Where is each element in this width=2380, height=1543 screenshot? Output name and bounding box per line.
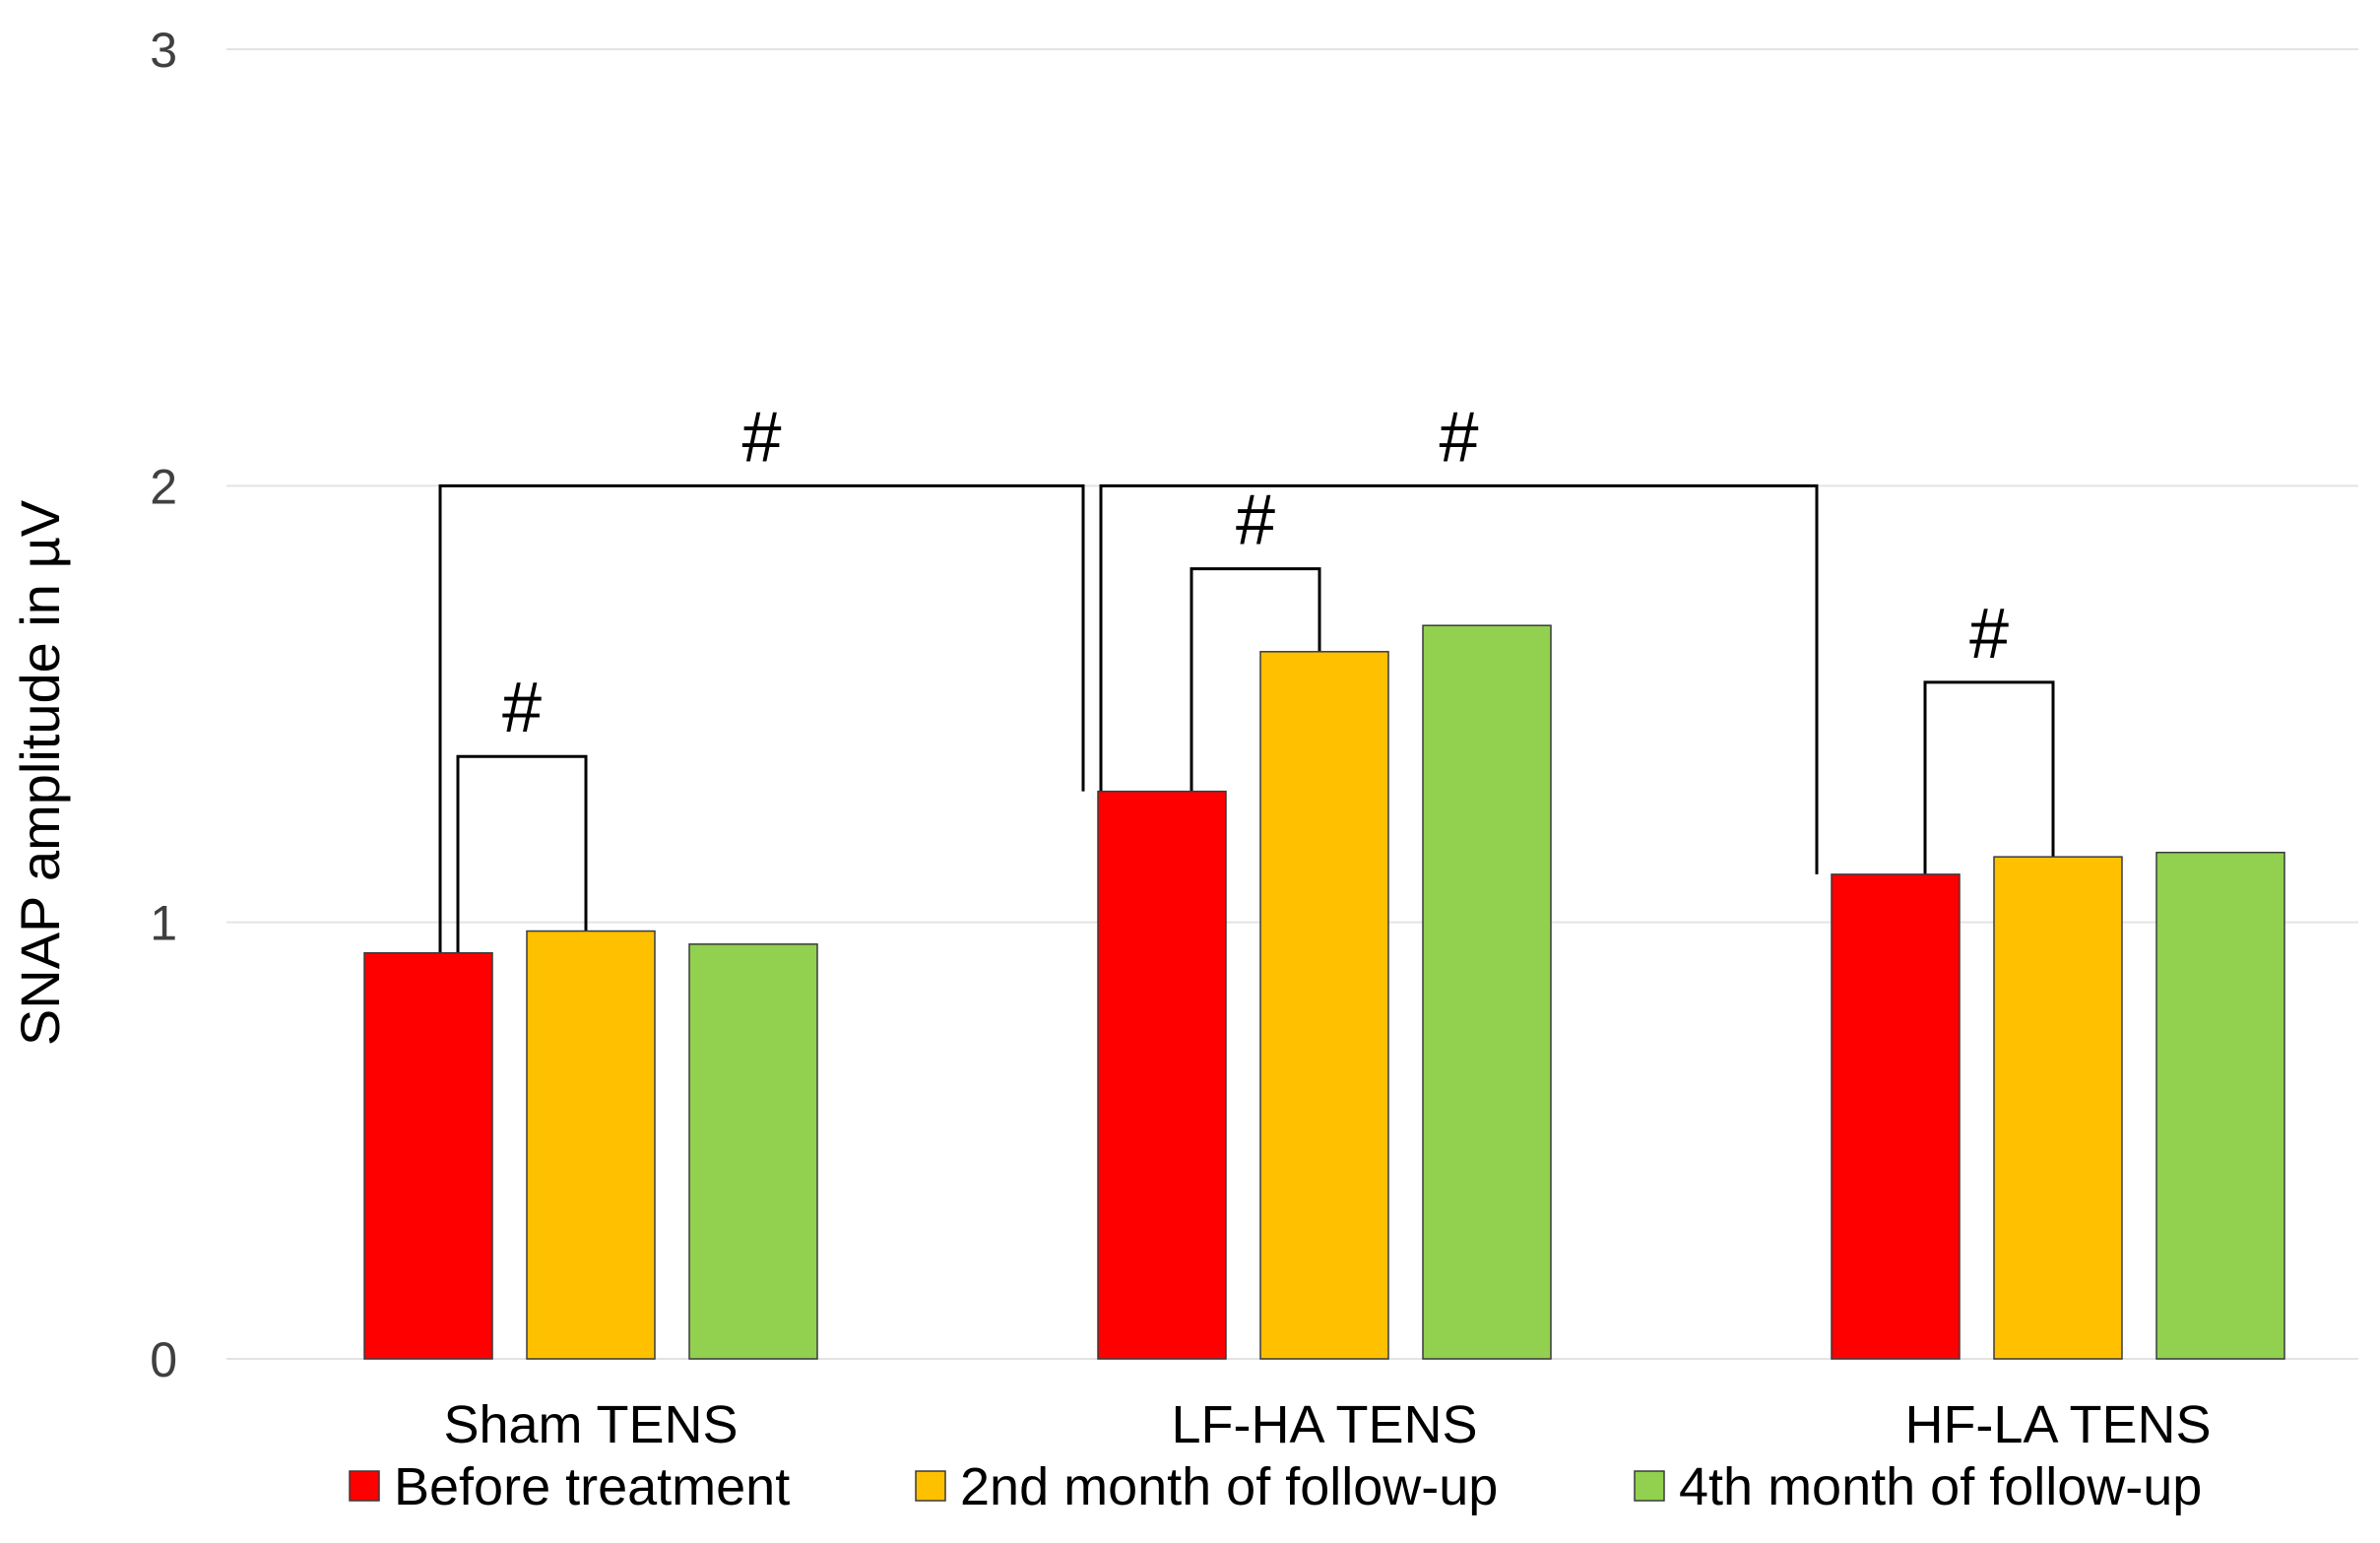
significance-marker: # xyxy=(1439,398,1478,477)
significance-bracket xyxy=(438,483,1085,953)
significance-marker: # xyxy=(741,398,781,477)
significance-brackets: # # # # # xyxy=(438,398,2055,953)
significance-bracket xyxy=(456,754,588,953)
bar-3-series-3 xyxy=(2155,851,2285,1360)
category-label: LF-HA TENS xyxy=(1171,1395,1477,1454)
significance-bracket xyxy=(1190,567,1321,792)
bar-1-series-2 xyxy=(526,930,656,1360)
legend-swatch xyxy=(1634,1470,1665,1502)
x-axis-categories: Sham TENS LF-HA TENS HF-LA TENS xyxy=(443,1395,2211,1454)
bar-2-series-3 xyxy=(1422,624,1552,1360)
bar-3-series-1 xyxy=(1831,873,1961,1360)
legend-swatch xyxy=(915,1470,946,1502)
y-tick-label: 2 xyxy=(150,459,177,514)
significance-bracket xyxy=(1099,483,1819,874)
bar-1-series-1 xyxy=(363,951,493,1360)
category-label: Sham TENS xyxy=(443,1395,738,1454)
bar-3-series-2 xyxy=(1993,856,2123,1360)
category-label: HF-LA TENS xyxy=(1904,1395,2211,1454)
legend-swatch xyxy=(349,1470,380,1502)
y-axis-title: SNAP amplitude in µV xyxy=(9,499,71,1046)
y-tick-label: 0 xyxy=(150,1332,177,1387)
significance-marker: # xyxy=(1969,595,2009,674)
legend-label: 4th month of follow-up xyxy=(1679,1457,2202,1516)
legend-label: Before treatment xyxy=(394,1457,790,1516)
significance-bracket xyxy=(1923,680,2055,874)
bar-1-series-3 xyxy=(688,943,818,1360)
significance-marker: # xyxy=(1236,482,1275,560)
significance-marker: # xyxy=(502,669,542,747)
bar-2-series-2 xyxy=(1259,651,1389,1360)
legend-label: 2nd month of follow-up xyxy=(960,1457,1498,1516)
bar-2-series-1 xyxy=(1097,790,1227,1360)
y-tick-label: 3 xyxy=(150,23,177,78)
y-tick-label: 1 xyxy=(150,896,177,951)
bars xyxy=(363,624,2285,1360)
legend: Before treatment 2nd month of follow-up 4t… xyxy=(349,1457,2202,1516)
y-axis-ticks: 0 1 2 3 xyxy=(150,23,177,1387)
